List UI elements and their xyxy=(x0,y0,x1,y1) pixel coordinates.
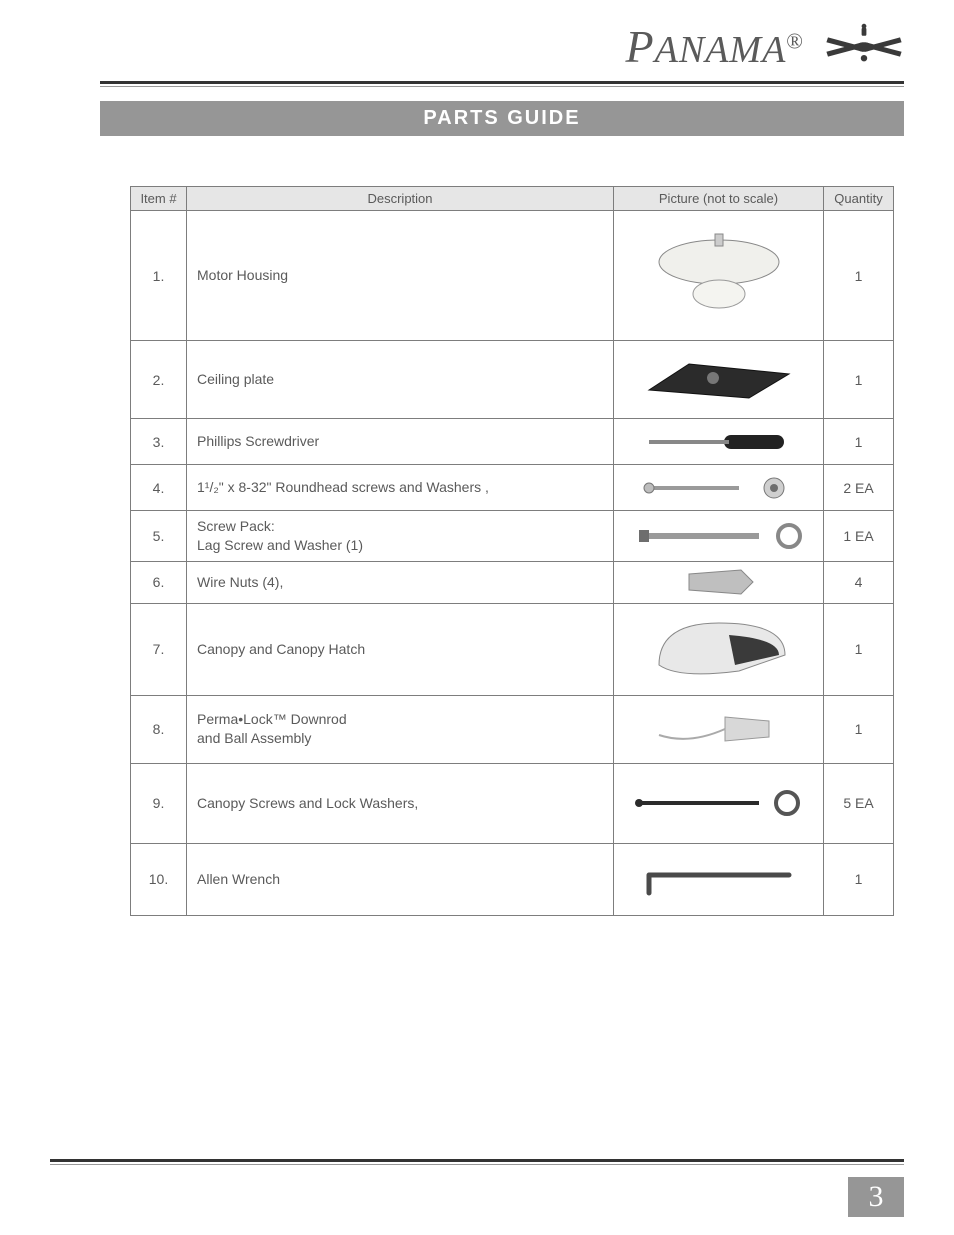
parts-table: Item # Description Picture (not to scale… xyxy=(130,186,894,916)
table-row: 3.Phillips Screwdriver 1 xyxy=(131,419,894,465)
cell-quantity: 1 EA xyxy=(824,511,894,562)
table-row: 1.Motor Housing 1 xyxy=(131,211,894,341)
cell-quantity: 1 xyxy=(824,211,894,341)
cell-quantity: 5 EA xyxy=(824,763,894,843)
table-header-row: Item # Description Picture (not to scale… xyxy=(131,187,894,211)
cell-item-number: 10. xyxy=(131,843,187,915)
registered-mark: ® xyxy=(786,28,804,53)
cell-picture xyxy=(614,561,824,603)
cell-quantity: 1 xyxy=(824,695,894,763)
cell-description: Canopy and Canopy Hatch xyxy=(187,603,614,695)
cell-description: Allen Wrench xyxy=(187,843,614,915)
table-row: 4.1¹/₂" x 8-32" Roundhead screws and Was… xyxy=(131,465,894,511)
cell-picture xyxy=(614,419,824,465)
table-row: 7.Canopy and Canopy Hatch 1 xyxy=(131,603,894,695)
col-item: Item # xyxy=(131,187,187,211)
col-description: Description xyxy=(187,187,614,211)
brand-name: PANAMA® xyxy=(626,20,804,73)
cell-quantity: 4 xyxy=(824,561,894,603)
cell-item-number: 9. xyxy=(131,763,187,843)
cell-item-number: 7. xyxy=(131,603,187,695)
cell-item-number: 4. xyxy=(131,465,187,511)
table-row: 6.Wire Nuts (4), 4 xyxy=(131,561,894,603)
cell-picture xyxy=(614,695,824,763)
header-rule-thin xyxy=(100,86,904,87)
table-row: 5.Screw Pack:Lag Screw and Washer (1) 1 … xyxy=(131,511,894,562)
cell-description: Canopy Screws and Lock Washers, xyxy=(187,763,614,843)
brand-rest: ANAMA xyxy=(655,29,787,71)
cell-description: Wire Nuts (4), xyxy=(187,561,614,603)
cell-picture xyxy=(614,511,824,562)
cell-picture xyxy=(614,341,824,419)
cell-description: Screw Pack:Lag Screw and Washer (1) xyxy=(187,511,614,562)
cell-item-number: 3. xyxy=(131,419,187,465)
table-row: 2.Ceiling plate 1 xyxy=(131,341,894,419)
table-row: 9.Canopy Screws and Lock Washers, 5 EA xyxy=(131,763,894,843)
table-row: 10.Allen Wrench 1 xyxy=(131,843,894,915)
cell-item-number: 5. xyxy=(131,511,187,562)
cell-item-number: 8. xyxy=(131,695,187,763)
cell-description: Perma•Lock™ Downrodand Ball Assembly xyxy=(187,695,614,763)
cell-quantity: 1 xyxy=(824,341,894,419)
ceiling-fan-icon xyxy=(824,22,904,72)
cell-item-number: 1. xyxy=(131,211,187,341)
cell-quantity: 1 xyxy=(824,843,894,915)
cell-item-number: 6. xyxy=(131,561,187,603)
cell-quantity: 1 xyxy=(824,603,894,695)
cell-picture xyxy=(614,465,824,511)
cell-quantity: 2 EA xyxy=(824,465,894,511)
cell-item-number: 2. xyxy=(131,341,187,419)
table-row: 8.Perma•Lock™ Downrodand Ball Assembly 1 xyxy=(131,695,894,763)
cell-description: Phillips Screwdriver xyxy=(187,419,614,465)
footer-rule xyxy=(50,1159,904,1165)
header-rule xyxy=(100,81,904,84)
cell-picture xyxy=(614,843,824,915)
parts-table-container: Item # Description Picture (not to scale… xyxy=(130,186,894,916)
section-title-bar: PARTS GUIDE xyxy=(100,101,904,136)
cell-picture xyxy=(614,763,824,843)
cell-description: Ceiling plate xyxy=(187,341,614,419)
cell-description: Motor Housing xyxy=(187,211,614,341)
cell-description: 1¹/₂" x 8-32" Roundhead screws and Washe… xyxy=(187,465,614,511)
col-quantity: Quantity xyxy=(824,187,894,211)
cell-quantity: 1 xyxy=(824,419,894,465)
cell-picture xyxy=(614,211,824,341)
brand-first-letter: P xyxy=(626,21,655,72)
page-number: 3 xyxy=(848,1177,904,1217)
cell-picture xyxy=(614,603,824,695)
col-picture: Picture (not to scale) xyxy=(614,187,824,211)
table-body: 1.Motor Housing 12.Ceiling plate 13.Phil… xyxy=(131,211,894,916)
page-header: PANAMA® xyxy=(0,0,954,81)
